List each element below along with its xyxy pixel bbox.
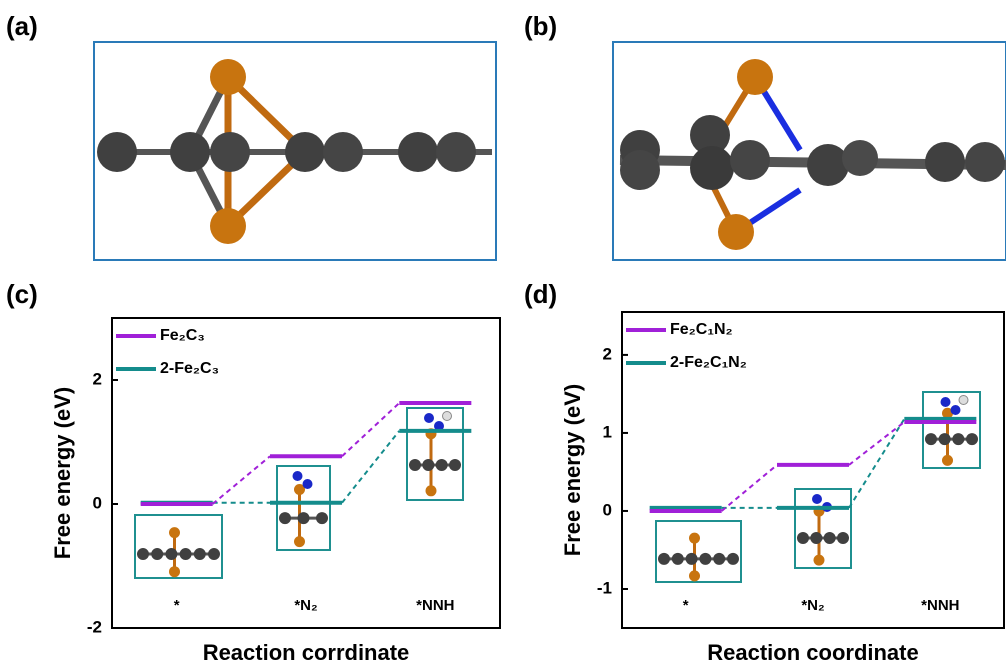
- connector: [342, 431, 399, 503]
- structure-inset: [277, 466, 330, 550]
- connector: [213, 456, 270, 504]
- structure-inset: [656, 521, 741, 582]
- inset-atom: [672, 553, 684, 565]
- inset-atom: [449, 459, 461, 471]
- inset-atom: [814, 555, 825, 566]
- inset-atom: [316, 512, 328, 524]
- y-tick-label: -1: [597, 578, 612, 597]
- inset-atom: [686, 553, 698, 565]
- inset-atom: [727, 553, 739, 565]
- x-tick-label: *NNH: [921, 597, 959, 614]
- panel-label: (b): [524, 11, 557, 41]
- inset-atom: [422, 459, 434, 471]
- inset-atom: [137, 548, 149, 560]
- inset-atom: [951, 405, 961, 415]
- inset-frame: [923, 392, 980, 468]
- inset-atom: [293, 471, 303, 481]
- inset-atom: [713, 553, 725, 565]
- inset-atom: [409, 459, 421, 471]
- inset-atom: [436, 459, 448, 471]
- panel-label: (c): [6, 279, 38, 309]
- inset-atom: [180, 548, 192, 560]
- legend-label: 2-Fe₂C₃: [160, 360, 219, 377]
- legend-label: Fe₂C₃: [160, 327, 205, 344]
- inset-atom: [942, 455, 953, 466]
- y-axis-label: Free energy (eV): [50, 387, 75, 559]
- inset-atom: [824, 532, 836, 544]
- inset-frame: [277, 466, 330, 550]
- legend-label: 2-Fe₂C₁N₂: [670, 354, 747, 371]
- figure: (a) (b) (c) (d): [0, 0, 1006, 668]
- inset-atom: [699, 553, 711, 565]
- y-tick-label: 2: [603, 344, 612, 363]
- structure-inset: [923, 392, 980, 468]
- structure-inset: [795, 489, 851, 568]
- connector: [722, 465, 777, 511]
- inset-atom: [151, 548, 163, 560]
- inset-atom: [443, 412, 452, 421]
- inset-atom: [941, 397, 951, 407]
- inset-atom: [426, 485, 437, 496]
- panel-label: (d): [524, 279, 557, 309]
- structure-inset: [407, 408, 463, 500]
- inset-atom: [810, 532, 822, 544]
- inset-atom: [294, 536, 305, 547]
- inset-atom: [165, 548, 177, 560]
- structure-a: [94, 42, 496, 260]
- y-axis-label: Free energy (eV): [560, 384, 585, 556]
- y-tick-label: 0: [93, 493, 102, 512]
- inset-atom: [812, 494, 822, 504]
- y-tick-label: 2: [93, 369, 102, 388]
- inset-atom: [966, 433, 978, 445]
- inset-atom: [298, 512, 310, 524]
- legend-label: Fe₂C₁N₂: [670, 321, 733, 338]
- y-tick-label: -2: [87, 617, 102, 636]
- x-tick-label: *NNH: [416, 597, 454, 614]
- structure-inset: [135, 515, 222, 578]
- x-axis-label: Reaction corrdinate: [203, 640, 410, 665]
- x-tick-label: *N₂: [801, 597, 824, 614]
- inset-atom: [658, 553, 670, 565]
- inset-atom: [279, 512, 291, 524]
- inset-atom: [169, 527, 180, 538]
- y-tick-label: 1: [603, 422, 612, 441]
- structure-b: [613, 42, 1006, 260]
- inset-atom: [303, 479, 313, 489]
- connector: [849, 419, 904, 508]
- inset-atom: [959, 396, 968, 405]
- inset-frame: [795, 489, 851, 568]
- inset-atom: [925, 433, 937, 445]
- connector: [342, 403, 399, 456]
- inset-atom: [797, 532, 809, 544]
- inset-frame: [407, 408, 463, 500]
- connector: [849, 422, 904, 465]
- inset-atom: [424, 413, 434, 423]
- x-axis-label: Reaction coordinate: [707, 640, 918, 665]
- inset-atom: [194, 548, 206, 560]
- inset-atom: [208, 548, 220, 560]
- inset-atom: [689, 533, 700, 544]
- x-tick-label: *: [174, 597, 180, 614]
- inset-atom: [952, 433, 964, 445]
- x-tick-label: *: [683, 597, 689, 614]
- inset-atom: [169, 566, 180, 577]
- inset-atom: [939, 433, 951, 445]
- y-tick-label: 0: [603, 500, 612, 519]
- inset-atom: [837, 532, 849, 544]
- charts: -2 0 2 Free energy (eV) Reaction corrdinate *…: [50, 312, 1004, 665]
- x-tick-label: *N₂: [294, 597, 317, 614]
- inset-atom: [689, 570, 700, 581]
- panel-label: (a): [6, 11, 38, 41]
